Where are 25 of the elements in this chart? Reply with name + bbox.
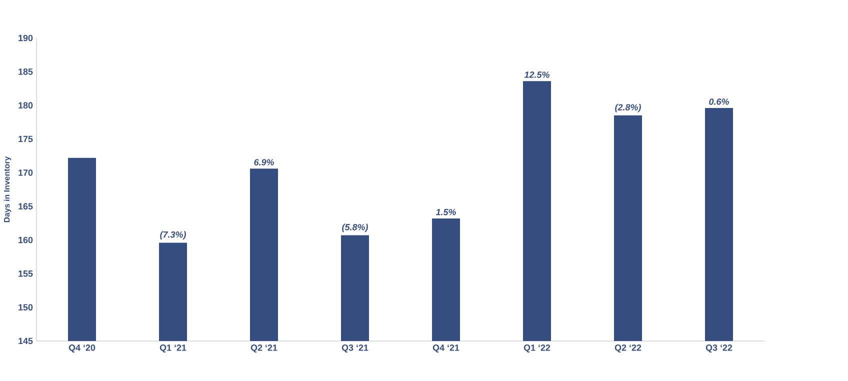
annotation: 1.5%	[436, 208, 456, 216]
y-tick-label: 155	[18, 270, 33, 277]
x-tick-label: Q4 ‘20	[68, 344, 96, 353]
annotation: (5.8%)	[342, 224, 368, 232]
annotation: (2.8%)	[615, 104, 641, 112]
y-tick-label: 165	[18, 203, 33, 210]
y-tick-label: 180	[18, 102, 33, 109]
x-tick-label: Q2 ‘21	[250, 344, 278, 353]
annotation: 12.5%	[524, 72, 550, 78]
annotation: 0.6%	[709, 98, 729, 105]
x-tick-label: Q4 ‘21	[432, 344, 460, 353]
x-tick-label: Q3 ‘22	[706, 344, 732, 353]
x-tick-label: Q3 ‘21	[342, 344, 368, 353]
y-tick-label: 170	[18, 169, 33, 176]
x-tick-label: Q2 ‘22	[614, 344, 642, 353]
x-tick-label: Q1 ‘22	[524, 344, 550, 353]
annotation: (7.3%)	[160, 231, 186, 240]
y-tick-label: 145	[18, 338, 33, 344]
y-tick-label: 150	[18, 304, 33, 311]
y-tick-label: 190	[18, 34, 33, 42]
annotation: 6.9%	[254, 159, 274, 166]
y-tick-label: 175	[18, 136, 33, 142]
y-tick-label: 185	[18, 68, 33, 75]
x-tick-label: Q1 ‘21	[160, 344, 186, 353]
y-tick-label: 160	[18, 236, 33, 244]
